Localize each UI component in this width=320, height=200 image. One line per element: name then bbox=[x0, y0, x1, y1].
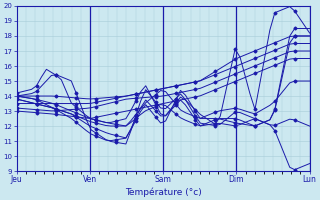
X-axis label: Température (°c): Température (°c) bbox=[125, 187, 202, 197]
